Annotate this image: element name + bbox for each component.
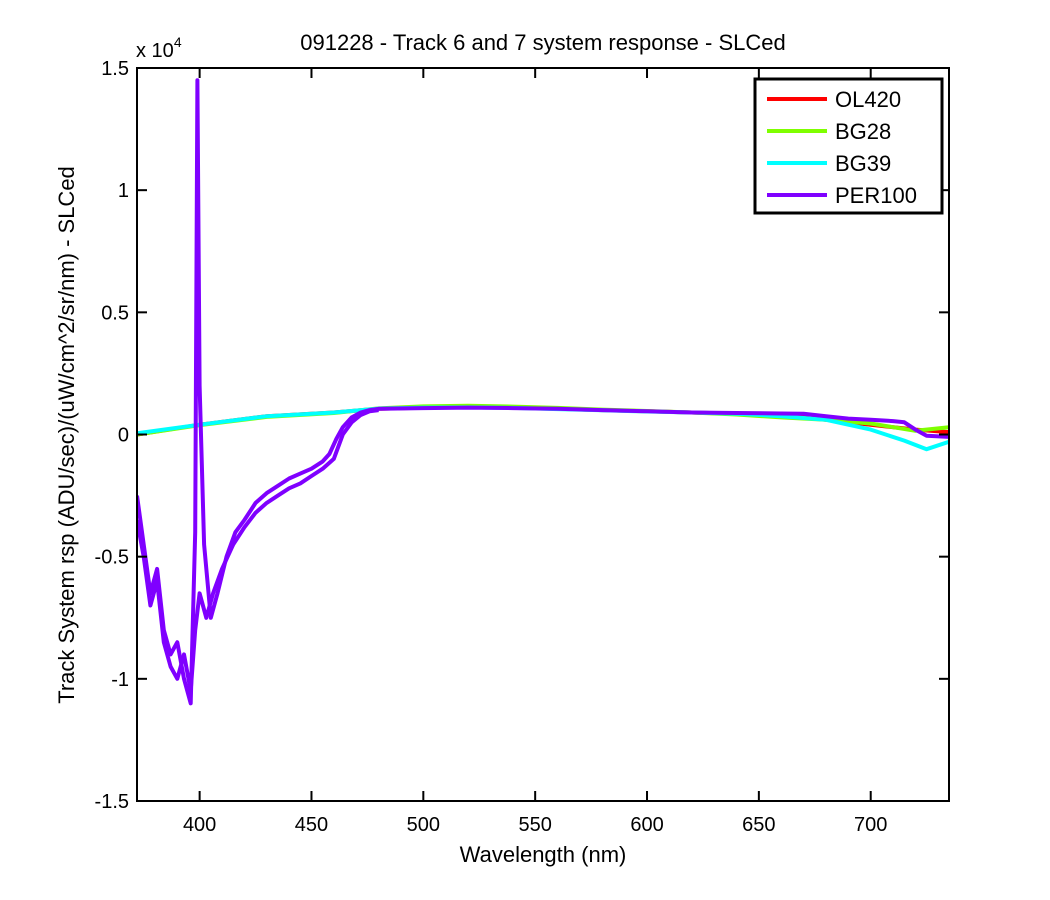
x-tick-label: 550 xyxy=(518,814,551,836)
ticks-layer: 400 450 500 550 600 650 700 -1.5 -1 -0.5 0 0.5 1 1.5 xyxy=(95,58,949,836)
x-tick-label: 400 xyxy=(183,814,216,836)
legend-box xyxy=(753,77,944,215)
x-tick-label: 500 xyxy=(407,814,440,836)
y-tick-label: -1 xyxy=(111,669,129,691)
legend-entry: BG39 xyxy=(835,151,891,176)
x-axis-label: Wavelength (nm) xyxy=(460,842,627,867)
y-tick-label: 1 xyxy=(118,180,129,202)
legend-entry: BG28 xyxy=(835,119,891,144)
x-tick-label: 700 xyxy=(854,814,887,836)
series-layer xyxy=(137,78,949,706)
y-tick-label: -1.5 xyxy=(95,791,129,813)
legend: OL420 BG28 BG39 PER100 xyxy=(753,77,944,215)
y-tick-label: -0.5 xyxy=(95,547,129,569)
x-tick-label: 600 xyxy=(630,814,663,836)
x-tick-label: 450 xyxy=(295,814,328,836)
legend-entry: PER100 xyxy=(835,183,917,208)
y-tick-label: 0.5 xyxy=(101,302,129,324)
legend-entry: OL420 xyxy=(835,87,901,112)
series-line-4 xyxy=(137,408,379,693)
chart-title: 091228 - Track 6 and 7 system response -… xyxy=(300,30,785,55)
y-exponent-label: x 104 xyxy=(136,34,182,62)
y-tick-label: 0 xyxy=(118,425,129,447)
x-tick-label: 650 xyxy=(742,814,775,836)
y-tick-label: 1.5 xyxy=(101,58,129,80)
y-axis-label: Track System rsp (ADU/sec)/(uW/cm^2/sr/n… xyxy=(54,166,79,704)
